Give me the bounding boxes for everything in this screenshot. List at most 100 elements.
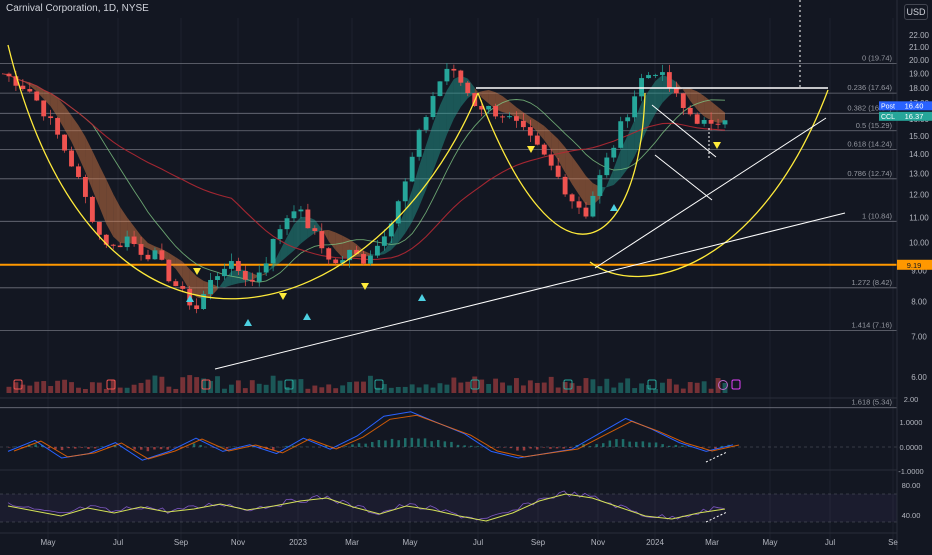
- macd-histogram-bar: [371, 442, 374, 447]
- volume-bar: [611, 388, 616, 393]
- time-axis-label: Sep: [531, 538, 546, 547]
- volume-bar: [535, 383, 540, 393]
- volume-bar: [55, 381, 60, 393]
- volume-bar: [257, 384, 262, 393]
- volume-bar: [83, 389, 88, 393]
- candle-body: [166, 260, 171, 281]
- macd-histogram-bar: [609, 441, 612, 447]
- macd-histogram-bar: [470, 446, 473, 447]
- candle-body: [451, 69, 456, 71]
- candle-body: [48, 116, 53, 118]
- symbol-title[interactable]: Carnival Corporation, 1D, NYSE: [6, 3, 149, 14]
- candle-body: [570, 194, 575, 201]
- candle-body: [97, 222, 102, 235]
- macd-histogram-bar: [595, 444, 598, 447]
- volume-bar: [118, 388, 123, 393]
- price-axis-tick: 11.00: [909, 213, 929, 222]
- candle-body: [236, 261, 241, 271]
- volume-bar: [361, 382, 366, 393]
- macd-histogram-bar: [463, 445, 466, 447]
- macd-histogram-bar: [67, 447, 70, 448]
- candle-body: [229, 261, 234, 269]
- macd-histogram-bar: [87, 447, 90, 449]
- macd-histogram-bar: [589, 446, 592, 447]
- volume-bar: [597, 386, 602, 393]
- macd-histogram-bar: [226, 447, 229, 449]
- candle-body: [20, 86, 25, 89]
- price-axis-tick: 13.00: [909, 169, 930, 178]
- macd-histogram-bar: [160, 447, 163, 449]
- volume-bar: [222, 389, 227, 393]
- macd-histogram-bar: [516, 447, 519, 451]
- candle-body: [132, 237, 137, 244]
- candle-body: [62, 135, 67, 151]
- candle-body: [41, 100, 46, 116]
- time-axis-label: May: [762, 538, 777, 547]
- volume-bar: [319, 387, 324, 393]
- candle-body: [486, 106, 491, 110]
- candle-body: [264, 263, 269, 272]
- macd-histogram-bar: [543, 447, 546, 448]
- volume-bar: [243, 388, 248, 393]
- macd-histogram-bar: [549, 447, 552, 449]
- fib-level-label: 1.414 (7.16): [852, 320, 893, 329]
- candle-body: [695, 114, 700, 123]
- volume-bar: [236, 380, 241, 393]
- volume-bar: [639, 383, 644, 393]
- currency-button[interactable]: USD: [904, 4, 928, 20]
- candle-body: [55, 118, 60, 135]
- candle-body: [215, 276, 220, 280]
- macd-histogram-bar: [180, 447, 183, 448]
- price-axis-tick: 21.00: [909, 43, 930, 52]
- volume-bar: [514, 378, 519, 393]
- fib-level-label: 1.272 (8.42): [852, 278, 893, 287]
- price-axis-tick: 15.00: [909, 132, 930, 141]
- macd-histogram-bar: [364, 444, 367, 447]
- fib-level-label: 1.618 (5.34): [852, 398, 893, 407]
- time-axis-label: May: [402, 538, 417, 547]
- candle-body: [590, 196, 595, 217]
- candle-body: [438, 81, 443, 96]
- macd-histogram-bar: [457, 445, 460, 447]
- volume-bar: [403, 387, 408, 393]
- macd-histogram-bar: [437, 440, 440, 447]
- candle-body: [69, 150, 74, 166]
- macd-histogram-bar: [523, 447, 526, 450]
- volume-bar: [326, 384, 331, 393]
- candle-body: [375, 246, 380, 256]
- candle-body: [319, 231, 324, 248]
- macd-histogram-bar: [430, 441, 433, 447]
- time-axis-label: Jul: [473, 538, 483, 547]
- volume-bar: [27, 386, 32, 393]
- volume-bar: [542, 383, 547, 393]
- candle-body: [312, 228, 317, 231]
- candle-body: [271, 239, 276, 263]
- time-axis-label: Jul: [113, 538, 123, 547]
- volume-bar: [709, 389, 714, 393]
- volume-bar: [166, 387, 171, 393]
- volume-bar: [173, 389, 178, 393]
- macd-histogram-bar: [675, 445, 678, 447]
- macd-histogram-bar: [536, 447, 539, 450]
- candle-body: [111, 245, 116, 246]
- candle-body: [493, 106, 498, 116]
- candle-body: [632, 96, 637, 117]
- macd-axis-tick: 1.0000: [900, 418, 923, 427]
- volume-bar: [702, 381, 707, 393]
- volume-bar: [368, 376, 373, 393]
- candle-body: [368, 256, 373, 264]
- volume-bar: [292, 379, 297, 393]
- candle-body: [660, 72, 665, 75]
- candle-body: [333, 260, 338, 264]
- volume-bar: [590, 379, 595, 393]
- macd-histogram-bar: [199, 445, 202, 447]
- macd-histogram-bar: [503, 447, 506, 448]
- volume-bar: [695, 383, 700, 393]
- volume-bar: [250, 380, 255, 393]
- candle-body: [549, 155, 554, 166]
- macd-histogram-bar: [648, 442, 651, 447]
- macd-histogram-bar: [556, 447, 559, 448]
- macd-histogram-bar: [622, 439, 625, 447]
